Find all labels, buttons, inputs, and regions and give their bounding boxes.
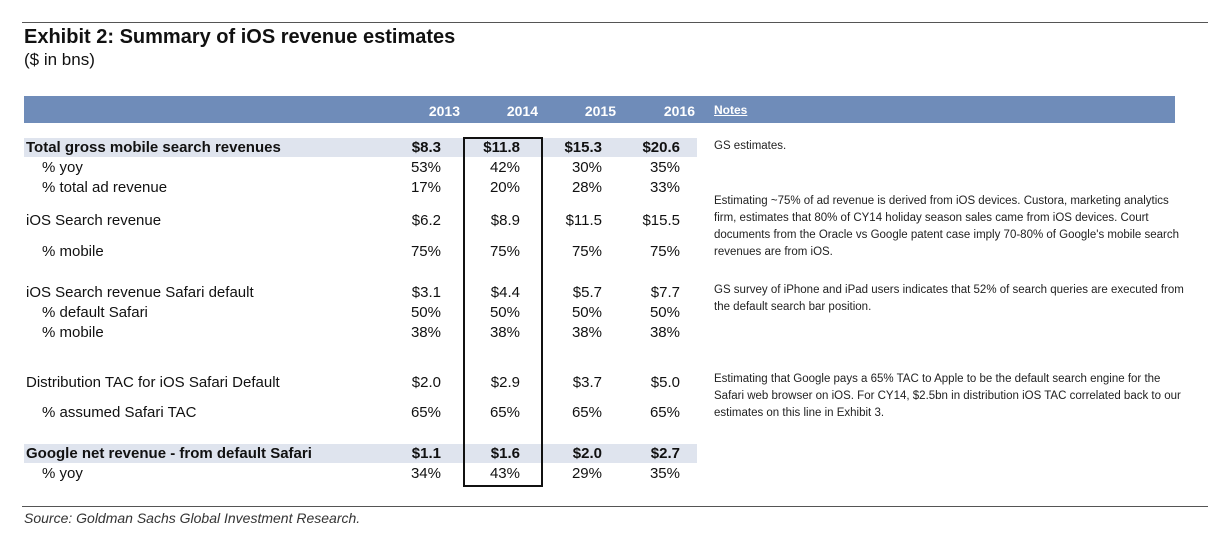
table-row: % yoy 53% 42% 30% 35% <box>0 158 700 177</box>
cell-2013: 17% <box>410 179 441 196</box>
cell-2013: 50% <box>410 304 441 321</box>
row-label: % default Safari <box>42 304 148 321</box>
cell-2016: 35% <box>649 465 680 482</box>
row-label: Google net revenue - from default Safari <box>26 445 312 462</box>
row-label: % total ad revenue <box>42 179 168 196</box>
cell-2014: 75% <box>489 243 520 260</box>
table-row: Distribution TAC for iOS Safari Default … <box>0 373 700 392</box>
cell-2015: $11.5 <box>565 212 602 229</box>
cell-2015: $15.3 <box>564 139 602 156</box>
cell-2014: $11.8 <box>483 139 520 156</box>
cell-2016: 38% <box>649 324 680 341</box>
row-label: iOS Search revenue <box>26 212 162 229</box>
exhibit-subtitle: ($ in bns) <box>24 50 95 69</box>
cell-2013: 38% <box>410 324 441 341</box>
cell-2013: $6.2 <box>411 212 441 229</box>
cell-2014: 65% <box>489 404 520 421</box>
source-note: Source: Goldman Sachs Global Investment … <box>24 510 361 526</box>
cell-2015: 30% <box>571 159 602 176</box>
note-default-search: GS survey of iPhone and iPad users indic… <box>714 284 1184 313</box>
row-label: Total gross mobile search revenues <box>26 139 281 156</box>
row-shade-google-net <box>24 444 697 463</box>
cell-2015: 29% <box>571 465 602 482</box>
top-rule <box>22 22 1208 23</box>
row-label: % yoy <box>42 159 83 176</box>
cell-2014: 43% <box>489 465 520 482</box>
cell-2016: $2.7 <box>650 445 680 462</box>
cell-2013: 65% <box>410 404 441 421</box>
cell-2014: 38% <box>489 324 520 341</box>
row-label: iOS Search revenue Safari default <box>26 284 254 301</box>
cell-2013: 75% <box>410 243 441 260</box>
table-row: % default Safari 50% 50% 50% 50% <box>0 303 700 322</box>
cell-2016: $15.5 <box>642 212 680 229</box>
cell-2013: $3.1 <box>411 284 441 301</box>
cell-2015: 38% <box>571 324 602 341</box>
cell-2015: 28% <box>571 179 602 196</box>
cell-2013: $1.1 <box>411 445 441 462</box>
cell-2016: 33% <box>649 179 680 196</box>
table-row: % total ad revenue 17% 20% 28% 33% <box>0 178 700 197</box>
cell-2013: $2.0 <box>411 374 441 391</box>
cell-2016: 75% <box>649 243 680 260</box>
cell-2014: $2.9 <box>490 374 520 391</box>
cell-2015: $3.7 <box>572 374 602 391</box>
cell-2014: 20% <box>489 179 520 196</box>
table-row: % yoy 34% 43% 29% 35% <box>0 464 700 483</box>
note-gs-estimates: GS estimates. <box>714 140 787 152</box>
row-label: % mobile <box>42 324 104 341</box>
exhibit-title: Exhibit 2: Summary of iOS revenue estima… <box>24 26 456 48</box>
cell-2015: $2.0 <box>572 445 602 462</box>
bottom-rule <box>22 506 1208 507</box>
row-label: % yoy <box>42 465 83 482</box>
note-tac: Estimating that Google pays a 65% TAC to… <box>714 373 1181 419</box>
table-header-bar <box>24 96 1175 123</box>
table-row: % assumed Safari TAC 65% 65% 65% 65% <box>0 403 700 422</box>
notes-header: Notes <box>714 103 748 117</box>
cell-2016: $5.0 <box>650 374 680 391</box>
table-row: % mobile 38% 38% 38% 38% <box>0 323 700 342</box>
row-label: Distribution TAC for iOS Safari Default <box>26 374 280 391</box>
year-header-2014: 2014 <box>506 103 538 119</box>
table-row: % mobile 75% 75% 75% 75% <box>0 242 700 261</box>
cell-2016: 65% <box>649 404 680 421</box>
cell-2013: $8.3 <box>411 139 441 156</box>
cell-2013: 34% <box>410 465 441 482</box>
cell-2014: 50% <box>489 304 520 321</box>
cell-2015: 65% <box>571 404 602 421</box>
cell-2016: $7.7 <box>650 284 680 301</box>
row-label: % assumed Safari TAC <box>42 404 197 421</box>
row-shade-total-gross <box>24 138 697 157</box>
year-header-2015: 2015 <box>584 103 616 119</box>
row-label: % mobile <box>42 243 104 260</box>
cell-2014: $4.4 <box>490 284 520 301</box>
cell-2015: $5.7 <box>572 284 602 301</box>
cell-2014: 42% <box>489 159 520 176</box>
highlight-box-2014 <box>463 137 543 487</box>
table-row: iOS Search revenue Safari default $3.1 $… <box>0 283 700 302</box>
cell-2016: $20.6 <box>642 139 680 156</box>
cell-2015: 75% <box>571 243 602 260</box>
year-header-2013: 2013 <box>428 103 460 119</box>
cell-2014: $8.9 <box>490 212 520 229</box>
cell-2016: 35% <box>649 159 680 176</box>
note-ios-share: Estimating ~75% of ad revenue is derived… <box>714 195 1179 258</box>
cell-2015: 50% <box>571 304 602 321</box>
cell-2013: 53% <box>410 159 441 176</box>
table-row: Google net revenue - from default Safari… <box>0 444 700 463</box>
table-row: Total gross mobile search revenues $8.3 … <box>0 138 700 157</box>
year-header-2016: 2016 <box>663 103 695 119</box>
cell-2016: 50% <box>649 304 680 321</box>
table-row: iOS Search revenue $6.2 $8.9 $11.5 $15.5 <box>0 211 700 230</box>
cell-2014: $1.6 <box>490 445 520 462</box>
